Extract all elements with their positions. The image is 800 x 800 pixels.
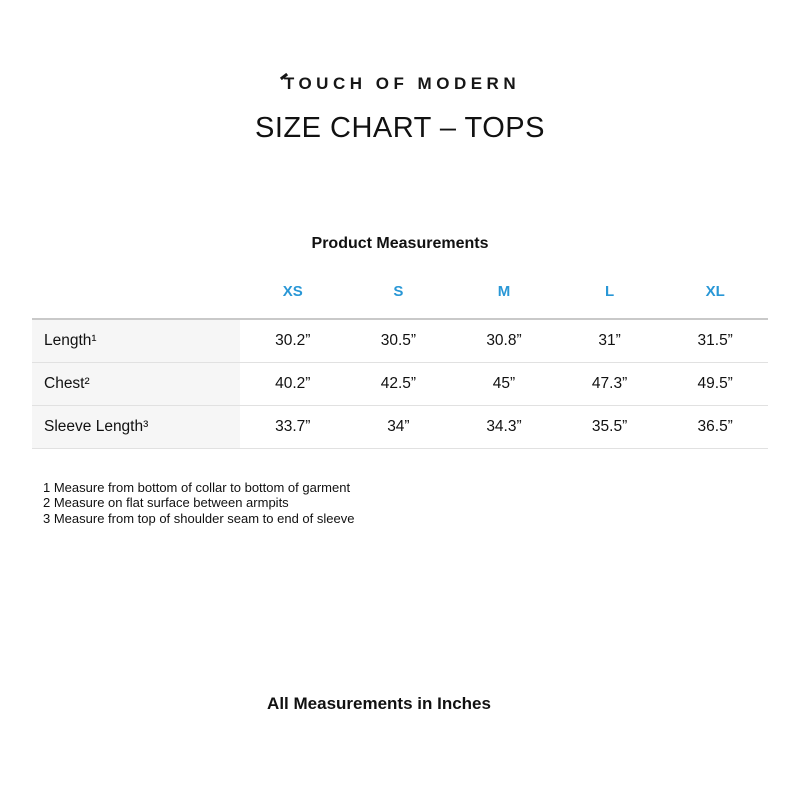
footnote-3: 3 Measure from top of shoulder seam to e… <box>43 510 355 526</box>
size-header-row: XS S M L XL <box>32 283 768 300</box>
measurement-value: 30.8” <box>486 332 522 349</box>
measurement-value: 33.7” <box>275 418 311 435</box>
measurement-value: 40.2” <box>275 375 311 392</box>
row-label: Length¹ <box>32 320 240 362</box>
row-label: Sleeve Length³ <box>32 406 240 448</box>
measurement-value: 35.5” <box>591 418 628 435</box>
footer-note: All Measurements in Inches <box>267 694 491 713</box>
brand-logo-text: TOUCH OF MODERN <box>283 74 521 93</box>
table-row-sleeve-length: Sleeve Length³ 33.7” 34” 34.3” 35.5” 36.… <box>32 406 768 449</box>
measurement-value: 47.3” <box>591 375 628 392</box>
measurement-value: 30.5” <box>380 332 417 349</box>
measurement-value: 31.5” <box>697 332 733 349</box>
footnote-2: 2 Measure on flat surface between armpit… <box>43 495 289 511</box>
row-label: Chest² <box>32 363 240 405</box>
measurement-value: 34.3” <box>486 418 522 435</box>
table-row-chest: Chest² 40.2” 42.5” 45” 47.3” 49.5” <box>32 363 768 406</box>
measurement-value: 49.5” <box>697 375 733 392</box>
size-header-xs: XS <box>282 283 303 300</box>
table-row-length: Length¹ 30.2” 30.5” 30.8” 31” 31.5” <box>32 320 768 363</box>
table-caption: Product Measurements <box>311 235 489 252</box>
brand-logo: TOUCH OF MODERN <box>0 72 800 94</box>
footnote-1: 1 Measure from bottom of collar to botto… <box>43 480 351 495</box>
measurement-value: 31” <box>598 332 621 349</box>
footnotes-block: 1 Measure from bottom of collar to botto… <box>43 480 354 526</box>
measurement-value: 36.5” <box>697 418 733 435</box>
size-header-l: L <box>605 283 615 300</box>
size-header-xl: XL <box>705 283 725 300</box>
size-header-s: S <box>393 283 404 300</box>
size-header-m: M <box>497 283 511 300</box>
measurement-value: 45” <box>492 375 516 392</box>
page-title: SIZE CHART – TOPS <box>254 112 545 144</box>
size-header-spacer <box>32 283 240 300</box>
measurements-table: Length¹ 30.2” 30.5” 30.8” 31” 31.5” Ches… <box>32 318 768 449</box>
measurement-value: 34” <box>387 418 410 435</box>
measurement-value: 30.2” <box>275 332 311 349</box>
measurement-value: 42.5” <box>380 375 417 392</box>
